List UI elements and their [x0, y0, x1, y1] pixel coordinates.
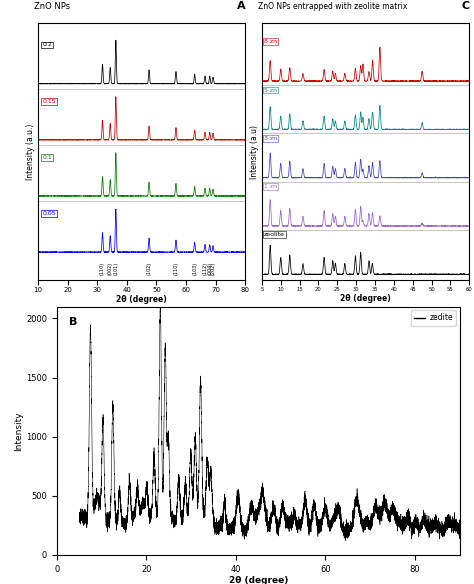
Text: 0.1: 0.1	[42, 155, 52, 160]
Y-axis label: Intensity (a.u): Intensity (a.u)	[250, 125, 259, 179]
Text: (002): (002)	[108, 262, 113, 275]
Text: ZnO NPs: ZnO NPs	[34, 2, 70, 11]
X-axis label: 2θ (degree): 2θ (degree)	[228, 576, 288, 584]
Y-axis label: Intensity: Intensity	[14, 411, 23, 450]
Text: 5 zn: 5 zn	[264, 88, 277, 92]
Text: 3 zn: 3 zn	[264, 136, 277, 141]
Text: C: C	[461, 1, 469, 11]
Text: (102): (102)	[146, 262, 152, 275]
Text: (103): (103)	[192, 262, 197, 275]
Text: (202): (202)	[210, 262, 216, 275]
X-axis label: 2θ (degree): 2θ (degree)	[116, 296, 167, 304]
Text: 1 zn: 1 zn	[264, 184, 277, 189]
Text: 0.05: 0.05	[42, 211, 56, 216]
Text: (004): (004)	[207, 262, 212, 275]
Text: 8 zn: 8 zn	[264, 39, 277, 44]
Text: A: A	[237, 1, 246, 11]
Legend: zedite: zedite	[411, 311, 456, 325]
Text: 0.15: 0.15	[42, 99, 56, 103]
Text: zeolite: zeolite	[264, 232, 285, 238]
Text: 0.2: 0.2	[42, 43, 52, 47]
Text: B: B	[69, 317, 77, 326]
Text: ZnO NPs entrapped with zeolite matrix: ZnO NPs entrapped with zeolite matrix	[258, 2, 407, 11]
Text: (110): (110)	[100, 262, 105, 275]
X-axis label: 2θ (degree): 2θ (degree)	[340, 294, 391, 303]
Text: (112): (112)	[202, 262, 208, 275]
Text: (110): (110)	[173, 262, 179, 275]
Text: (101): (101)	[113, 262, 118, 275]
Y-axis label: Intensity (a.u.): Intensity (a.u.)	[26, 124, 35, 180]
